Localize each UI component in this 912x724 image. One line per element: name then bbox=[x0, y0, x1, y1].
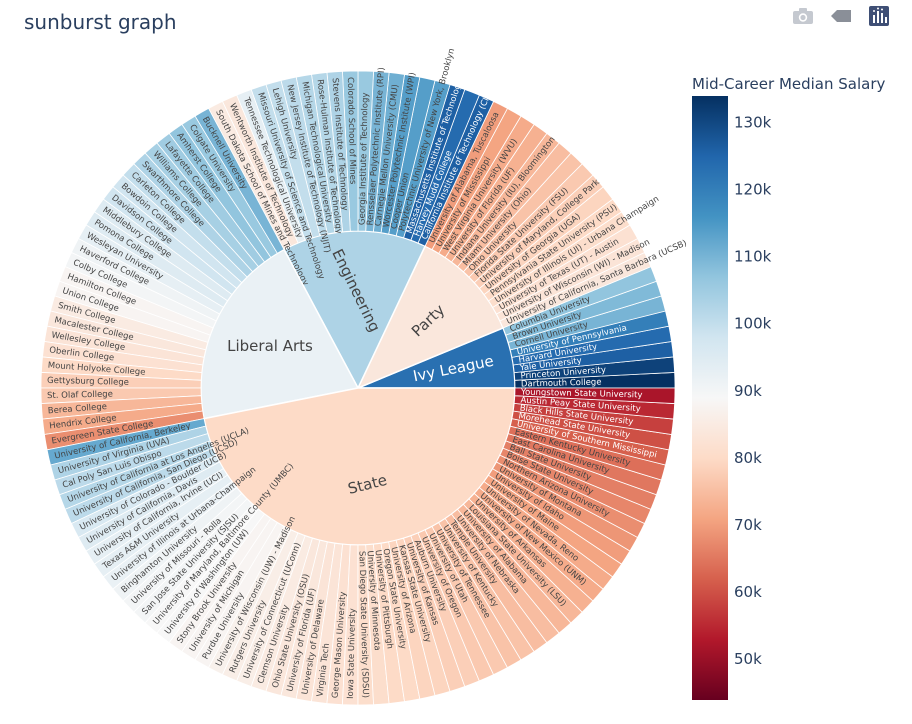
colorbar-gradient bbox=[692, 96, 728, 700]
colorbar: 50k 60k 70k 80k 90k 100k 110k 120k 130k bbox=[692, 96, 772, 700]
chart-title: sunburst graph bbox=[24, 10, 177, 34]
school-label: San Diego State University (SDSU) bbox=[357, 551, 371, 698]
school-label: Gettysburg College bbox=[47, 376, 129, 388]
colorbar-tick-label: 130k bbox=[734, 113, 772, 131]
colorbar-tick-label: 50k bbox=[734, 650, 762, 668]
school-label: Berea College bbox=[48, 402, 108, 416]
colorbar-tick-label: 100k bbox=[734, 315, 772, 333]
colorbar-tick-label: 120k bbox=[734, 180, 772, 198]
camera-icon bbox=[793, 8, 813, 24]
school-label: Iowa State University bbox=[346, 608, 358, 699]
colorbar-tick-label: 70k bbox=[734, 516, 762, 534]
modebar bbox=[788, 5, 894, 27]
sector-label-liberal-arts: Liberal Arts bbox=[227, 337, 313, 355]
hover-label-button[interactable] bbox=[826, 5, 856, 27]
colorbar-tick-label: 110k bbox=[734, 248, 772, 266]
school-label: Youngstown State University bbox=[520, 387, 643, 400]
tag-icon bbox=[831, 10, 851, 22]
school-segment[interactable] bbox=[514, 387, 676, 404]
colorbar-tick-label: 60k bbox=[734, 583, 762, 601]
colorbar-tick-label: 90k bbox=[734, 382, 762, 400]
school-label: Georgia Institute of Technology bbox=[358, 92, 371, 225]
download-plot-button[interactable] bbox=[788, 5, 818, 27]
colorbar-title: Mid-Career Median Salary bbox=[692, 75, 886, 93]
plotly-logo-icon bbox=[869, 6, 889, 26]
plotly-logo-button[interactable] bbox=[864, 5, 894, 27]
school-label: St. Olaf College bbox=[47, 390, 113, 402]
school-label: Dartmouth College bbox=[521, 378, 602, 390]
colorbar-tick-label: 80k bbox=[734, 449, 762, 467]
school-label: Colorado School of Mines bbox=[345, 77, 358, 185]
